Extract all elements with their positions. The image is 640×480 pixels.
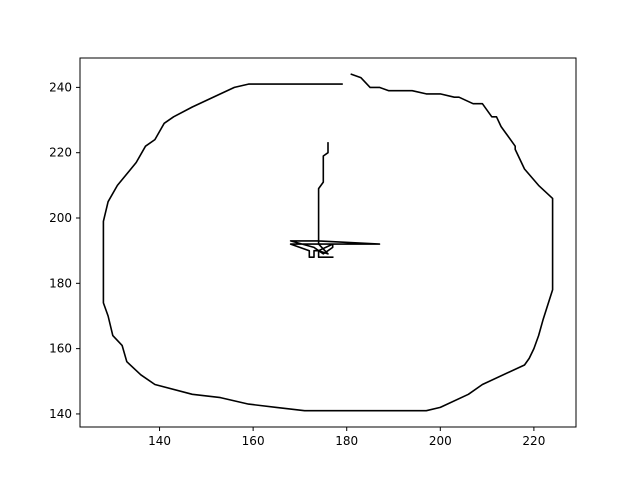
y-tick-label: 160: [49, 342, 72, 356]
x-tick-label: 140: [148, 434, 171, 448]
y-tick-label: 240: [49, 80, 72, 94]
x-tick-label: 200: [429, 434, 452, 448]
axes-layer: 140 160 180 200 220 140 160 180 200 220 240: [49, 57, 577, 448]
series-layer: [102, 73, 554, 412]
y-tick-label: 180: [49, 276, 72, 290]
x-tick-label: 160: [242, 434, 265, 448]
plot-frame: [79, 57, 577, 428]
y-tick-label: 220: [49, 146, 72, 160]
series-line-2: [289, 142, 381, 259]
y-tick-label: 200: [49, 211, 72, 225]
series-line-1: [102, 73, 554, 412]
x-tick-label: 180: [335, 434, 358, 448]
y-tick-label: 140: [49, 407, 72, 421]
x-tick-label: 220: [522, 434, 545, 448]
